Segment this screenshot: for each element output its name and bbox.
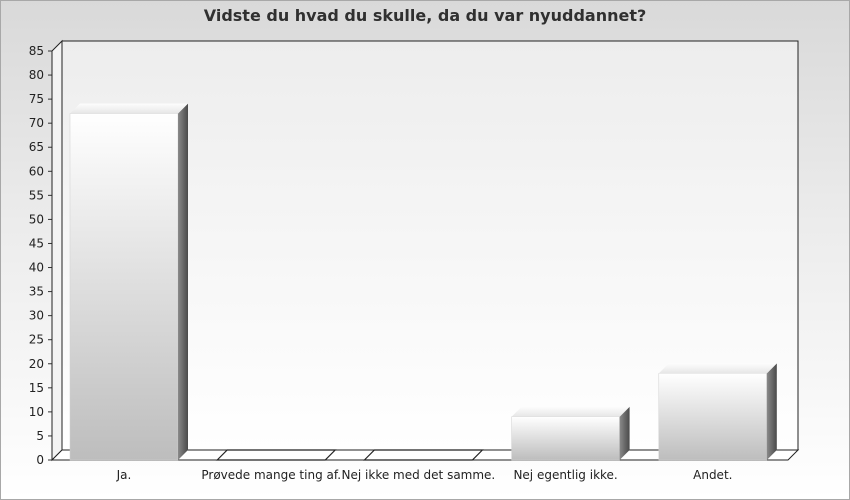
y-tick-label: 85 bbox=[29, 44, 44, 58]
bar-top bbox=[658, 363, 777, 374]
bar bbox=[658, 363, 777, 461]
x-category-label: Andet. bbox=[693, 468, 732, 482]
x-category-label: Ja. bbox=[116, 468, 132, 482]
x-category-label: Nej ikke med det samme. bbox=[342, 468, 496, 482]
y-tick-label: 45 bbox=[29, 236, 44, 250]
y-tick-label: 70 bbox=[29, 116, 44, 130]
bar-zero bbox=[215, 449, 337, 461]
bar bbox=[69, 103, 188, 461]
y-tick-label: 20 bbox=[29, 357, 44, 371]
x-category-label: Nej egentlig ikke. bbox=[513, 468, 617, 482]
y-tick-label: 35 bbox=[29, 285, 44, 299]
bar bbox=[215, 449, 337, 461]
bar-top bbox=[511, 406, 630, 417]
left-wall bbox=[51, 39, 63, 462]
chart-title: Vidste du hvad du skulle, da du var nyud… bbox=[203, 6, 647, 25]
y-tick-label: 55 bbox=[29, 188, 44, 202]
bar-front bbox=[69, 113, 179, 461]
bar bbox=[511, 406, 630, 461]
bar-zero bbox=[362, 449, 484, 461]
y-tick-label: 25 bbox=[29, 333, 44, 347]
bar-side bbox=[766, 363, 777, 460]
x-category-label: Prøvede mange ting af. bbox=[201, 468, 341, 482]
y-tick-label: 60 bbox=[29, 164, 44, 178]
bar-front bbox=[511, 416, 620, 461]
y-tick-label: 50 bbox=[29, 212, 44, 226]
y-tick-label: 40 bbox=[29, 261, 44, 275]
bar-front bbox=[658, 373, 768, 461]
y-tick-label: 80 bbox=[29, 68, 44, 82]
y-tick-label: 30 bbox=[29, 309, 44, 323]
bar-side bbox=[619, 406, 630, 460]
y-tick-label: 75 bbox=[29, 92, 44, 106]
bar-top bbox=[70, 103, 188, 114]
y-tick-label: 65 bbox=[29, 140, 44, 154]
y-tick-label: 10 bbox=[29, 405, 44, 419]
bar bbox=[362, 449, 484, 461]
bar-side bbox=[178, 103, 188, 460]
y-tick-label: 15 bbox=[29, 381, 44, 395]
y-tick-label: 0 bbox=[36, 453, 44, 467]
y-tick-label: 5 bbox=[36, 429, 44, 443]
